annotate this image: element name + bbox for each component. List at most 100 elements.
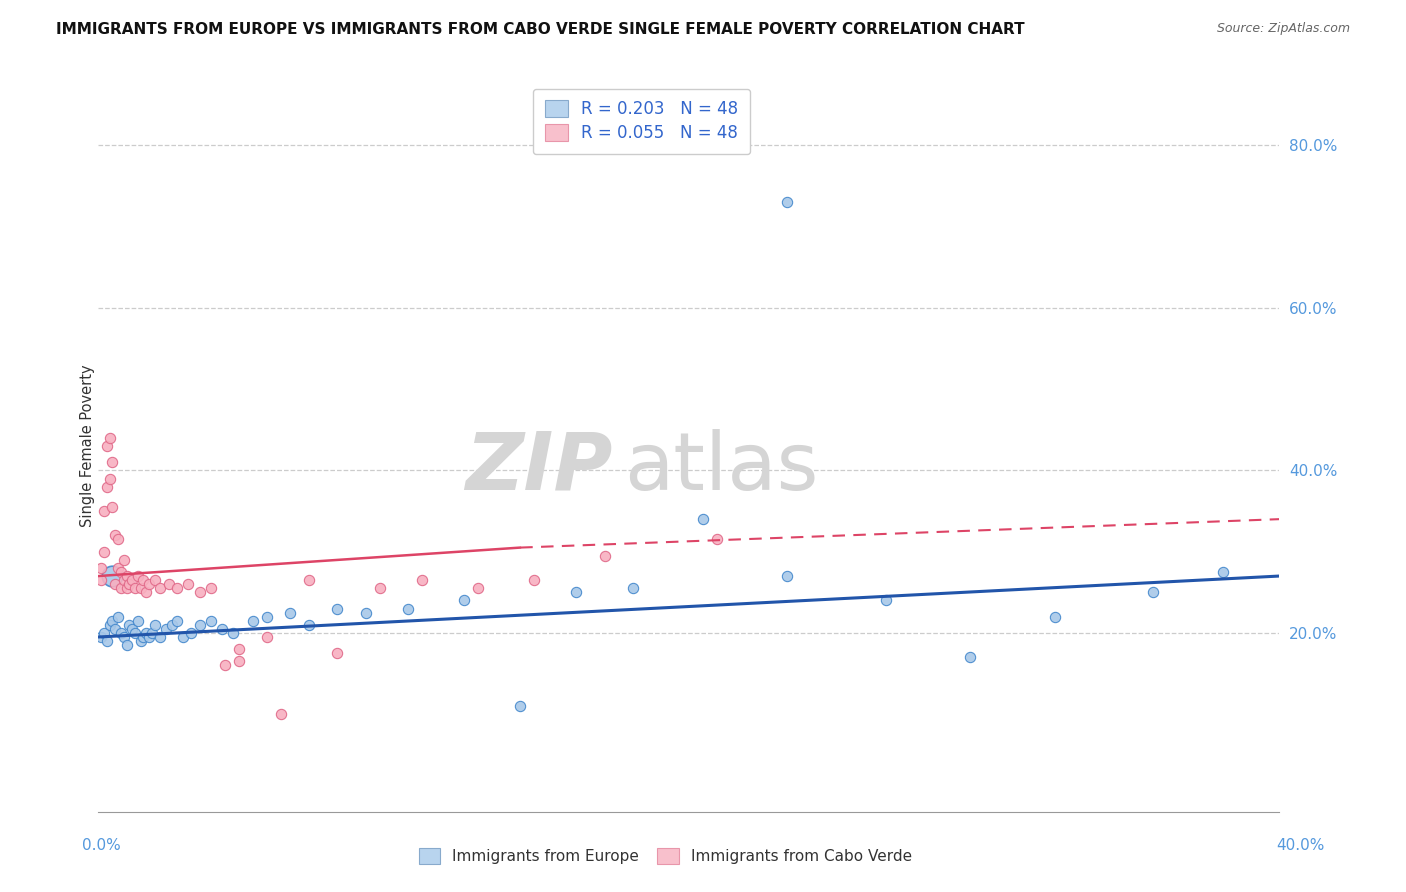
Point bbox=[143, 617, 166, 632]
Point bbox=[776, 195, 799, 210]
Y-axis label: Single Female Poverty: Single Female Poverty bbox=[80, 365, 94, 527]
Point bbox=[138, 630, 160, 644]
Point bbox=[278, 606, 301, 620]
Point bbox=[124, 581, 146, 595]
Point bbox=[101, 455, 124, 469]
Point bbox=[180, 626, 202, 640]
Point bbox=[104, 622, 127, 636]
Point bbox=[141, 626, 163, 640]
Point bbox=[326, 601, 349, 615]
Point bbox=[118, 577, 141, 591]
Point bbox=[121, 573, 143, 587]
Point bbox=[96, 480, 118, 494]
Point bbox=[692, 512, 714, 526]
Point bbox=[467, 581, 489, 595]
Point bbox=[1212, 565, 1234, 579]
Text: 0.0%: 0.0% bbox=[82, 838, 121, 853]
Point bbox=[127, 614, 149, 628]
Point bbox=[166, 581, 188, 595]
Point bbox=[149, 581, 172, 595]
Point bbox=[368, 581, 391, 595]
Point bbox=[112, 553, 135, 567]
Point bbox=[127, 569, 149, 583]
Point bbox=[188, 585, 211, 599]
Point bbox=[101, 569, 124, 583]
Point bbox=[298, 617, 321, 632]
Point bbox=[129, 634, 152, 648]
Point bbox=[256, 630, 278, 644]
Point bbox=[242, 614, 264, 628]
Point bbox=[112, 630, 135, 644]
Point bbox=[1043, 609, 1066, 624]
Point bbox=[96, 439, 118, 453]
Point bbox=[621, 581, 644, 595]
Text: Source: ZipAtlas.com: Source: ZipAtlas.com bbox=[1216, 22, 1350, 36]
Point bbox=[98, 471, 121, 485]
Point bbox=[98, 617, 121, 632]
Point bbox=[96, 634, 118, 648]
Point bbox=[104, 528, 127, 542]
Point bbox=[222, 626, 245, 640]
Point bbox=[157, 577, 180, 591]
Point bbox=[166, 614, 188, 628]
Point bbox=[104, 577, 127, 591]
Point bbox=[565, 585, 588, 599]
Point bbox=[90, 573, 112, 587]
Point bbox=[98, 431, 121, 445]
Text: 40.0%: 40.0% bbox=[1277, 838, 1324, 853]
Point bbox=[101, 500, 124, 514]
Text: ZIP: ZIP bbox=[465, 429, 612, 507]
Point bbox=[90, 561, 112, 575]
Point bbox=[149, 630, 172, 644]
Point bbox=[188, 617, 211, 632]
Point bbox=[593, 549, 616, 563]
Point bbox=[110, 626, 132, 640]
Point bbox=[101, 614, 124, 628]
Point bbox=[214, 658, 236, 673]
Point bbox=[110, 581, 132, 595]
Point bbox=[143, 573, 166, 587]
Point bbox=[326, 646, 349, 660]
Point bbox=[93, 626, 115, 640]
Point bbox=[129, 581, 152, 595]
Point bbox=[138, 577, 160, 591]
Point bbox=[509, 699, 531, 714]
Point bbox=[90, 630, 112, 644]
Point bbox=[112, 573, 135, 587]
Point bbox=[155, 622, 177, 636]
Point bbox=[1142, 585, 1164, 599]
Point bbox=[172, 630, 194, 644]
Point bbox=[875, 593, 897, 607]
Text: IMMIGRANTS FROM EUROPE VS IMMIGRANTS FROM CABO VERDE SINGLE FEMALE POVERTY CORRE: IMMIGRANTS FROM EUROPE VS IMMIGRANTS FRO… bbox=[56, 22, 1025, 37]
Point bbox=[706, 533, 728, 547]
Point bbox=[959, 650, 981, 665]
Point bbox=[298, 573, 321, 587]
Point bbox=[107, 609, 129, 624]
Point bbox=[107, 533, 129, 547]
Text: atlas: atlas bbox=[624, 429, 818, 507]
Point bbox=[270, 707, 292, 722]
Point bbox=[396, 601, 419, 615]
Point bbox=[523, 573, 546, 587]
Point bbox=[135, 626, 157, 640]
Point bbox=[776, 569, 799, 583]
Point bbox=[115, 569, 138, 583]
Point bbox=[256, 609, 278, 624]
Point bbox=[124, 626, 146, 640]
Point bbox=[110, 565, 132, 579]
Point bbox=[160, 617, 183, 632]
Point bbox=[118, 617, 141, 632]
Point bbox=[200, 614, 222, 628]
Point bbox=[211, 622, 233, 636]
Legend: Immigrants from Europe, Immigrants from Cabo Verde: Immigrants from Europe, Immigrants from … bbox=[409, 839, 921, 873]
Point bbox=[115, 638, 138, 652]
Point bbox=[354, 606, 377, 620]
Point bbox=[200, 581, 222, 595]
Point bbox=[132, 573, 155, 587]
Point bbox=[121, 622, 143, 636]
Point bbox=[115, 581, 138, 595]
Point bbox=[93, 544, 115, 558]
Point bbox=[453, 593, 475, 607]
Point bbox=[228, 654, 250, 668]
Point bbox=[228, 642, 250, 657]
